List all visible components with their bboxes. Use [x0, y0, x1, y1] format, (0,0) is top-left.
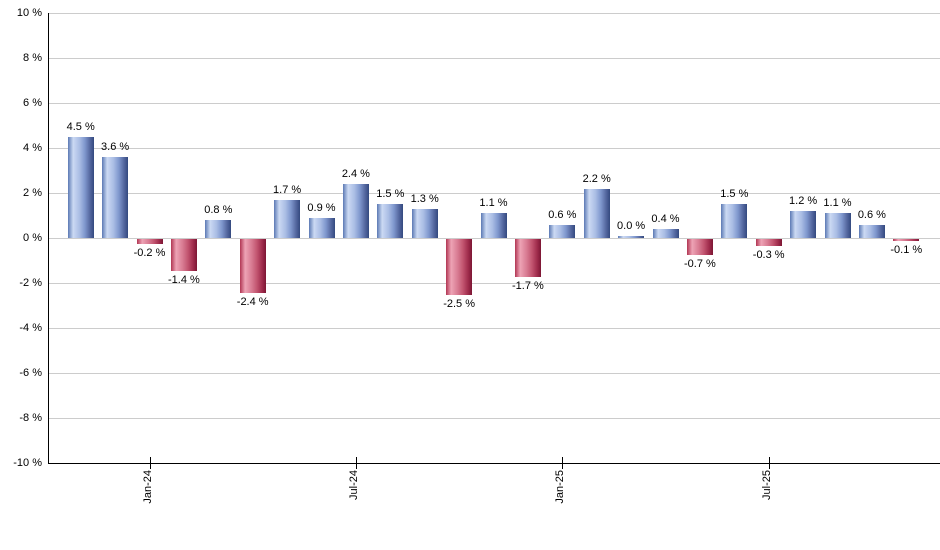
y-axis-tick-label: 10 %	[16, 7, 42, 19]
bar-value-label: 1.5 %	[376, 188, 405, 201]
bar-value-label: 1.3 %	[410, 192, 439, 205]
bar	[721, 204, 748, 238]
y-axis-tick-label: -10 %	[13, 457, 42, 469]
x-axis-tick	[562, 457, 564, 469]
y-axis-tick-label: 6 %	[23, 97, 42, 109]
y-axis-tick-label: 8 %	[23, 52, 42, 64]
y-axis-tick-label: -2 %	[19, 277, 42, 289]
x-axis-tick-label: Jul-25	[760, 470, 773, 500]
bar	[239, 239, 266, 293]
bar-value-label: 1.2 %	[789, 195, 818, 207]
bar	[618, 236, 645, 238]
y-gridline	[48, 193, 940, 194]
bar-value-label: 0.6 %	[857, 208, 886, 221]
bar-value-label: -2.4 %	[236, 296, 269, 308]
bar-value-label: 1.5 %	[720, 188, 749, 201]
y-gridline	[48, 373, 940, 374]
bar	[480, 213, 507, 238]
bar-value-label: 3.6 %	[101, 141, 130, 153]
bar-value-label: -1.4 %	[167, 273, 200, 286]
y-axis-tick-label: -8 %	[19, 412, 42, 424]
x-axis-tick	[355, 457, 357, 469]
bar-value-label: 0.0 %	[617, 220, 646, 232]
x-axis-tick-label: Jul-24	[347, 470, 360, 500]
y-gridline	[48, 58, 940, 59]
y-gridline	[48, 418, 940, 419]
bar-value-label: -2.5 %	[443, 298, 475, 311]
bar-value-label: 0.8 %	[204, 204, 233, 216]
bar	[858, 224, 885, 238]
bar	[67, 136, 94, 238]
y-axis-tick-label: 2 %	[23, 187, 42, 199]
x-axis-tick-label: Jan-25	[554, 470, 567, 504]
y-gridline	[48, 238, 940, 239]
y-gridline	[48, 13, 940, 14]
x-axis-tick	[768, 457, 770, 469]
bar	[274, 199, 301, 238]
bar-value-label: 0.9 %	[307, 201, 336, 214]
bar	[583, 188, 610, 238]
bar	[102, 157, 129, 238]
bar	[446, 239, 473, 296]
y-gridline	[48, 283, 940, 284]
bar	[342, 184, 369, 238]
bar-value-label: 1.1 %	[479, 197, 508, 210]
bar-value-label: -0.7 %	[683, 257, 716, 270]
bar-value-label: 0.6 %	[548, 208, 577, 221]
x-axis-line	[48, 463, 940, 464]
bar-value-label: 4.5 %	[66, 120, 95, 133]
bar-value-label: 2.2 %	[582, 172, 611, 185]
y-gridline	[48, 328, 940, 329]
bar	[755, 239, 782, 246]
y-gridline	[48, 103, 940, 104]
bar-value-label: -0.3 %	[752, 248, 785, 261]
bar-value-label: -1.7 %	[511, 280, 544, 293]
bar-value-label: 1.1 %	[823, 197, 852, 210]
bar-value-label: 2.4 %	[341, 168, 370, 180]
y-axis-tick-label: -4 %	[19, 322, 42, 334]
bar	[377, 204, 404, 238]
bar	[205, 220, 232, 238]
bar	[652, 229, 679, 238]
bar-value-label: 0.4 %	[651, 213, 680, 225]
bar	[514, 239, 541, 278]
bar-value-label: 1.7 %	[273, 183, 302, 196]
bar	[686, 239, 713, 255]
y-axis-tick-label: 4 %	[23, 142, 42, 154]
y-axis-tick-label: -6 %	[19, 367, 42, 379]
bar	[170, 239, 197, 271]
bar	[824, 213, 851, 238]
bar	[893, 239, 920, 242]
x-axis-tick	[149, 457, 151, 469]
bar	[136, 239, 163, 244]
bar-value-label: -0.2 %	[133, 246, 166, 259]
x-axis-tick-label: Jan-24	[141, 470, 154, 504]
bar	[790, 211, 817, 238]
y-gridline	[48, 148, 940, 149]
y-axis-line	[48, 13, 49, 464]
bar	[549, 224, 576, 238]
bar-value-label: -0.1 %	[890, 244, 923, 257]
y-axis-tick-label: 0 %	[23, 232, 42, 244]
bar	[411, 208, 438, 238]
bar	[308, 217, 335, 238]
